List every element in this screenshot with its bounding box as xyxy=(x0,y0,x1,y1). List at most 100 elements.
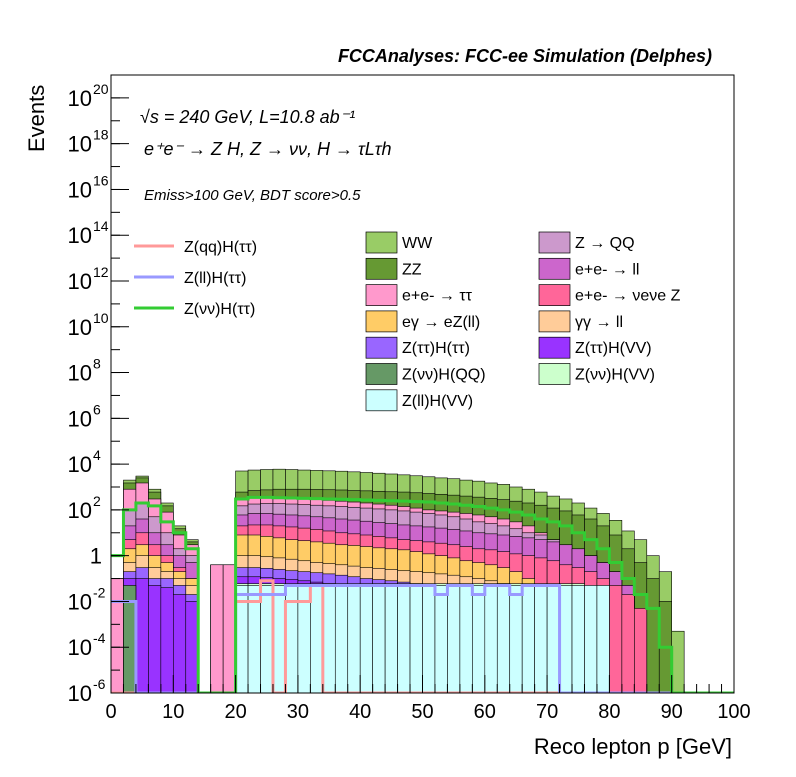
y-tick-label: 1 xyxy=(90,544,102,569)
bar xyxy=(484,585,498,693)
legend-entry-e-e-e-e-z: e+e- → νeνe Z xyxy=(538,284,681,306)
y-tick-label: 10 xyxy=(68,269,92,294)
legend-entry-z-qq-h: Z(qq)H(ττ) xyxy=(134,239,257,256)
x-tick-label: 20 xyxy=(224,701,246,723)
bar xyxy=(434,585,448,693)
bar xyxy=(334,585,349,693)
legend-swatch xyxy=(538,231,571,254)
bar xyxy=(135,578,149,693)
signal-line-z-h xyxy=(111,495,734,693)
y-tick-exponent: 14 xyxy=(93,218,109,234)
y-tick-label: 10 xyxy=(68,132,92,157)
legend-entry-z-h-vv: Z(ττ)H(VV) xyxy=(538,336,652,359)
bar xyxy=(409,585,423,693)
y-tick-exponent: -6 xyxy=(93,676,106,692)
y-tick-label: 10 xyxy=(68,635,92,660)
legend-label: Z(ττ)H(VV) xyxy=(575,340,652,357)
y-tick-exponent: 20 xyxy=(93,81,109,97)
legend-swatch xyxy=(365,231,398,254)
legend-swatch xyxy=(365,284,398,306)
legend-entry-ll: γγ → ll xyxy=(538,310,623,333)
bar xyxy=(534,585,548,693)
y-tick-exponent: 10 xyxy=(93,310,109,326)
x-tick-label: 10 xyxy=(162,701,184,723)
y-tick-exponent: 2 xyxy=(93,493,101,509)
y-tick-label: 10 xyxy=(68,223,92,248)
x-tick-label: 70 xyxy=(536,701,558,723)
bar xyxy=(571,585,585,693)
legend-label: e+e- → νeνe Z xyxy=(575,288,681,305)
bar xyxy=(509,585,523,693)
x-tick-label: 80 xyxy=(598,701,620,723)
legend-entry-z-h: Z(ττ)H(ττ) xyxy=(365,336,470,359)
bar xyxy=(111,578,124,693)
annotation-line1: √s = 240 GeV, L=10.8 ab⁻¹ xyxy=(140,107,355,127)
bar xyxy=(634,608,648,693)
legend-label: Z(νν)H(ττ) xyxy=(184,301,255,318)
y-tick-exponent: 4 xyxy=(93,447,101,463)
annotation-line2: e⁺e⁻ → Z H, Z → νν, H → τLτh xyxy=(144,139,392,159)
legend-label: e+e- → ττ xyxy=(402,288,473,305)
legend-label: Z(ll)H(VV) xyxy=(402,393,473,410)
bar xyxy=(160,587,174,693)
bar xyxy=(596,585,610,693)
legend-swatch xyxy=(538,310,571,333)
x-tick-label: 0 xyxy=(105,701,116,723)
legend-label: eγ → eZ(ll) xyxy=(402,314,480,331)
bar xyxy=(459,585,473,693)
y-tick-label: 10 xyxy=(68,589,92,614)
bar xyxy=(496,585,511,693)
legend-swatch xyxy=(538,336,571,359)
legend-swatch xyxy=(365,389,398,412)
x-tick-label: 100 xyxy=(717,701,750,723)
bar xyxy=(447,585,461,693)
legend-swatch xyxy=(538,363,571,385)
bar xyxy=(359,585,373,693)
bar xyxy=(422,585,436,693)
bar xyxy=(621,594,635,693)
y-tick-label: 10 xyxy=(68,452,92,477)
legend-swatch xyxy=(365,363,398,385)
legend-label: Z → QQ xyxy=(575,235,635,252)
legend-entry-z-h-vv: Z(νν)H(VV) xyxy=(538,363,655,385)
y-tick-label: 10 xyxy=(68,406,92,431)
x-tick-label: 50 xyxy=(411,701,433,723)
bar xyxy=(347,585,361,693)
bar xyxy=(384,585,398,693)
legend-swatch xyxy=(365,336,398,359)
y-tick-label: 10 xyxy=(68,361,92,386)
y-tick-exponent: 12 xyxy=(93,264,109,280)
legend-entry-z-qq: Z → QQ xyxy=(538,231,635,254)
bar xyxy=(521,585,535,693)
x-axis-label: Reco lepton p [GeV] xyxy=(534,734,732,759)
legend-label: Z(ττ)H(ττ) xyxy=(402,340,470,357)
bar xyxy=(609,585,623,693)
legend-label: Z(νν)H(VV) xyxy=(575,367,655,384)
legend-label: Z(qq)H(ττ) xyxy=(184,239,257,256)
bar xyxy=(322,585,336,693)
legend-entry-z-ll-h-vv: Z(ll)H(VV) xyxy=(365,389,473,412)
legend-entry-zz: ZZ xyxy=(365,257,422,280)
bar xyxy=(372,585,386,693)
legend-swatch xyxy=(538,284,571,306)
bar xyxy=(148,585,162,693)
x-tick-label: 30 xyxy=(287,701,309,723)
x-tick-label: 60 xyxy=(474,701,496,723)
legend-label: e+e- → ll xyxy=(575,261,639,278)
legend-label: WW xyxy=(402,235,433,252)
y-tick-exponent: 6 xyxy=(93,401,101,417)
x-tick-label: 90 xyxy=(661,701,683,723)
bar xyxy=(185,601,199,693)
bar xyxy=(584,585,598,693)
bar xyxy=(260,585,274,693)
y-tick-label: 10 xyxy=(68,498,92,523)
bar xyxy=(397,585,411,693)
y-tick-label: 10 xyxy=(68,86,92,111)
legend-label: γγ → ll xyxy=(575,314,623,331)
legend-entry-e-e: e+e- → ττ xyxy=(365,284,473,306)
y-tick-label: 10 xyxy=(68,315,92,340)
bar xyxy=(472,585,486,693)
bar xyxy=(272,585,286,693)
bar xyxy=(559,585,573,693)
